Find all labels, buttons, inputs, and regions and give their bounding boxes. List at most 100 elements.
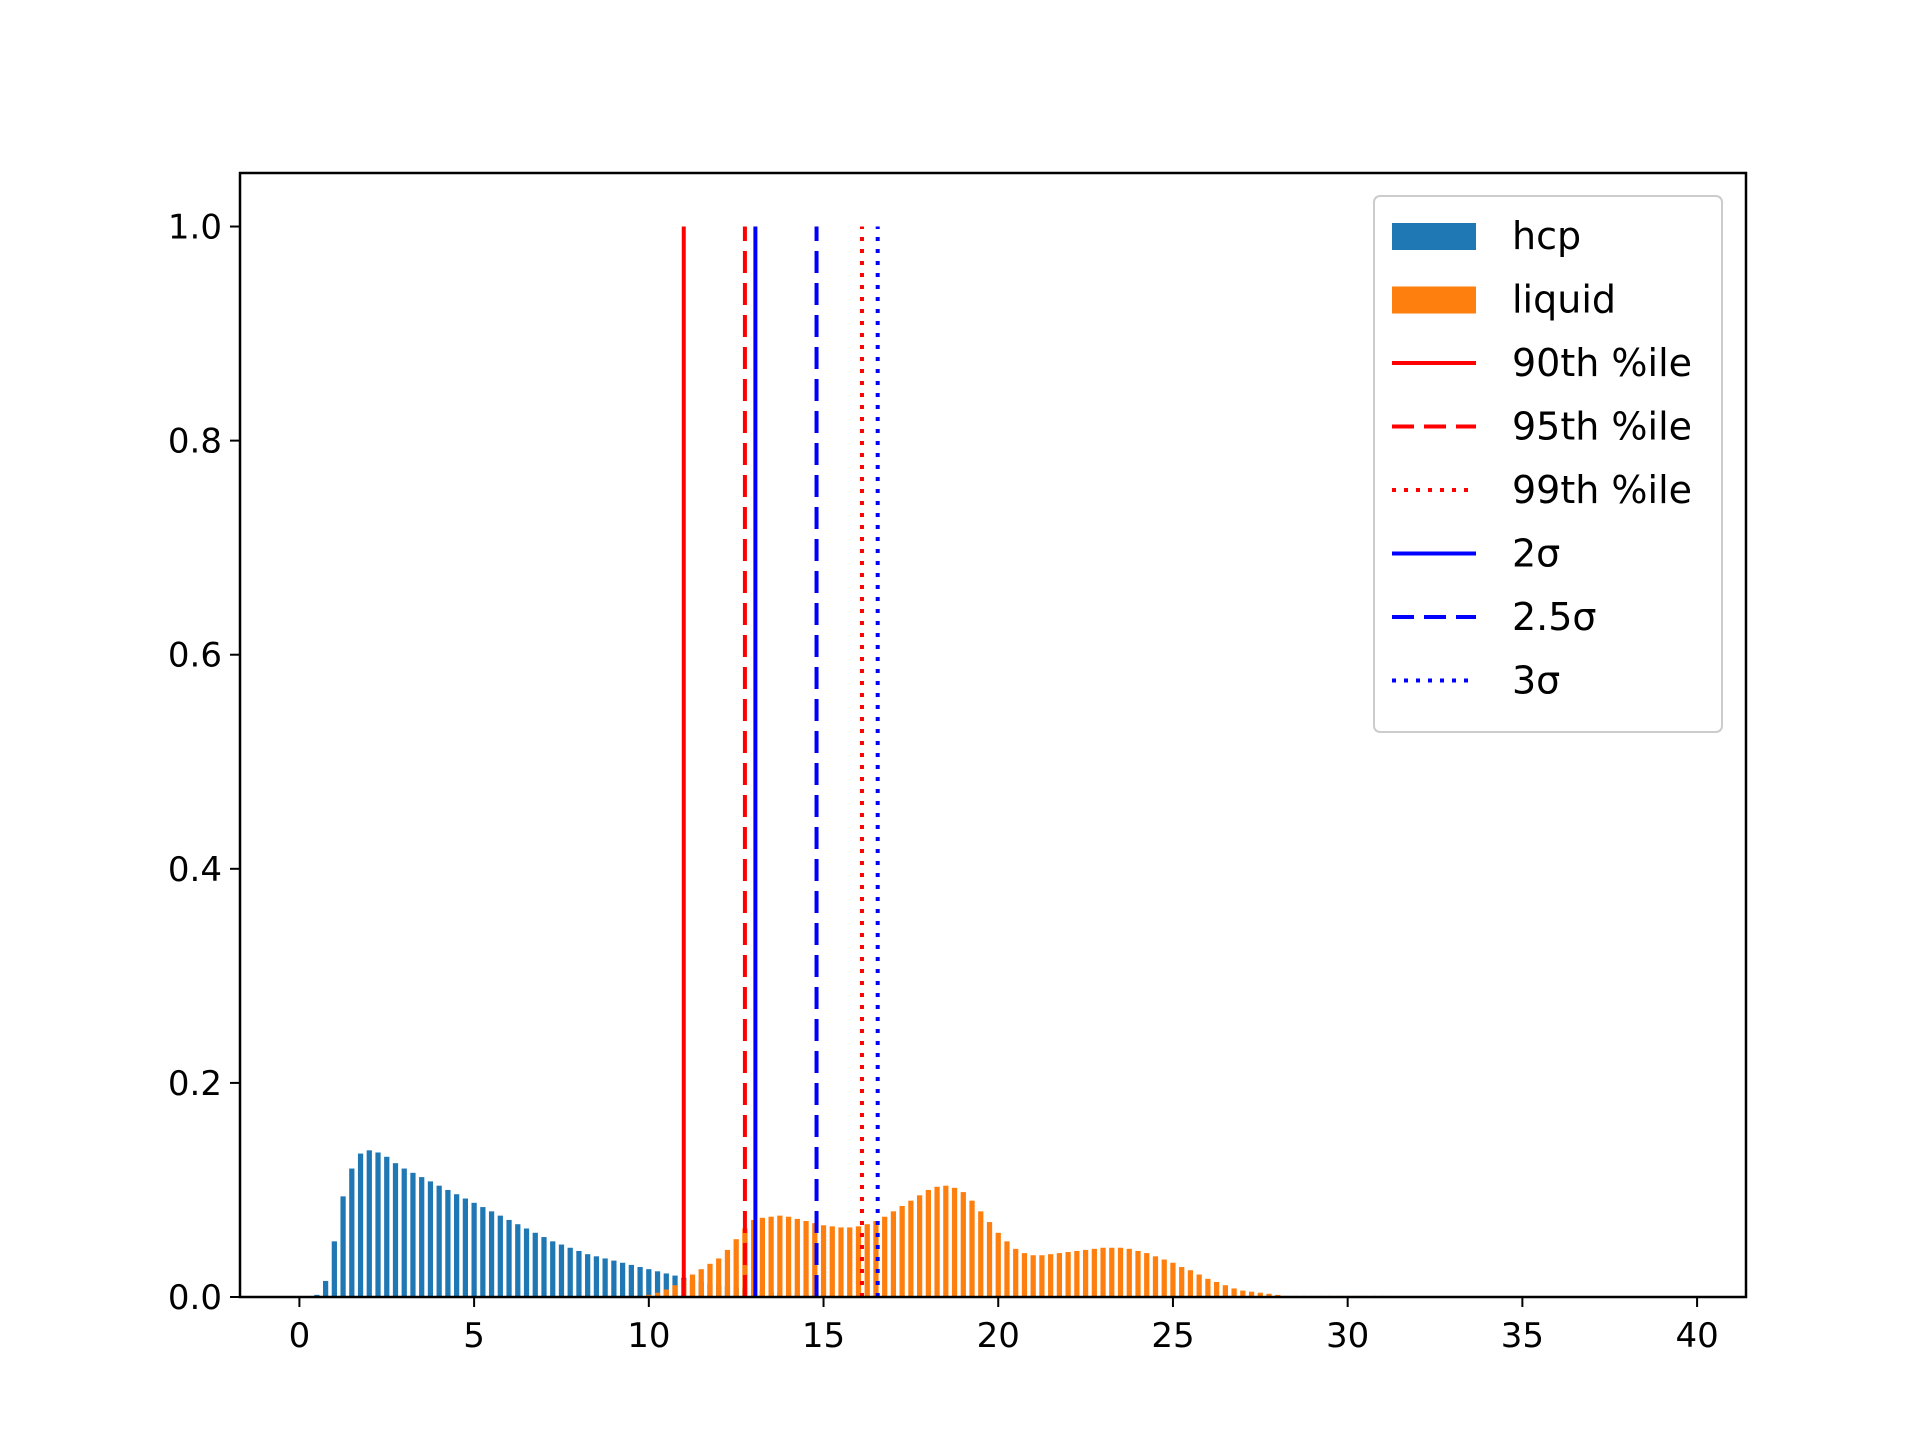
liquid-bar: [986, 1222, 993, 1297]
liquid-bar: [663, 1289, 669, 1297]
liquid-bar: [890, 1211, 897, 1297]
legend-label-95th-ile: 95th %ile: [1512, 405, 1692, 449]
liquid-bar: [1187, 1270, 1194, 1297]
x-tick-label: 5: [463, 1316, 485, 1356]
x-tick-label: 20: [977, 1316, 1020, 1356]
liquid-bar: [777, 1215, 783, 1297]
liquid-bar: [908, 1200, 914, 1297]
liquid-bar: [951, 1187, 958, 1297]
liquid-bar: [794, 1218, 800, 1297]
liquid-bar: [785, 1216, 792, 1297]
hcp-bar: [445, 1189, 451, 1297]
x-tick-label: 10: [627, 1316, 670, 1356]
liquid-bar: [803, 1221, 809, 1297]
hcp-bar: [480, 1207, 486, 1297]
liquid-bar: [1231, 1288, 1237, 1297]
liquid-bar: [1179, 1267, 1185, 1297]
liquid-bar: [1205, 1278, 1211, 1297]
hcp-bar: [550, 1241, 556, 1297]
y-tick-label: 0.8: [168, 422, 222, 462]
liquid-bar: [768, 1216, 774, 1297]
liquid-bar: [864, 1224, 870, 1297]
hcp-bar: [349, 1168, 355, 1297]
liquid-bar: [1222, 1285, 1228, 1297]
hcp-bar: [611, 1260, 617, 1297]
liquid-bar: [917, 1195, 923, 1297]
hcp-bar: [619, 1262, 626, 1297]
liquid-bar: [1196, 1274, 1202, 1297]
legend-swatch-liquid: [1392, 286, 1476, 314]
bars-layer: [314, 1150, 1386, 1297]
x-tick-label: 40: [1675, 1316, 1718, 1356]
hcp-bar: [357, 1153, 364, 1297]
hcp-bar: [401, 1168, 407, 1297]
legend-label-2: 2σ: [1512, 532, 1560, 576]
liquid-bar: [689, 1274, 696, 1297]
hcp-bar: [375, 1152, 381, 1297]
liquid-bar: [1126, 1248, 1132, 1297]
hcp-bar: [576, 1250, 582, 1297]
liquid-bar: [1030, 1255, 1036, 1297]
x-tick-label: 30: [1326, 1316, 1369, 1356]
liquid-bar: [759, 1217, 765, 1297]
hcp-bar: [462, 1198, 468, 1297]
x-tick-label: 0: [289, 1316, 311, 1356]
plot-frame: [238, 171, 1748, 1299]
liquid-bar: [1056, 1253, 1063, 1297]
hcp-bar: [628, 1264, 634, 1297]
liquid-bar: [716, 1258, 722, 1297]
liquid-bar: [1082, 1249, 1089, 1297]
liquid-bar: [1248, 1291, 1255, 1297]
y-tick-label: 0.6: [168, 636, 222, 676]
y-tick-label: 0.2: [168, 1064, 222, 1104]
legend-frame: [1373, 195, 1723, 733]
hcp-bar: [471, 1202, 477, 1297]
liquid-bar: [925, 1189, 931, 1297]
x-tick-label: 15: [802, 1316, 845, 1356]
hcp-bar: [593, 1256, 600, 1297]
liquid-bar: [1161, 1259, 1167, 1297]
hcp-bar: [567, 1247, 573, 1297]
liquid-bar: [978, 1211, 984, 1297]
liquid-bar: [829, 1226, 835, 1297]
liquid-bar: [1065, 1252, 1071, 1297]
y-tick-label: 1.0: [168, 208, 222, 248]
y-tick-label: 0.4: [168, 850, 222, 890]
liquid-bar: [847, 1227, 853, 1297]
legend-label-99th-ile: 99th %ile: [1512, 468, 1692, 512]
liquid-bar: [654, 1292, 661, 1297]
hcp-bar: [532, 1232, 538, 1297]
liquid-bar: [934, 1186, 940, 1297]
liquid-bar: [1048, 1254, 1054, 1297]
y-tick-label: 0.0: [168, 1278, 222, 1318]
x-tick-label: 35: [1501, 1316, 1544, 1356]
hcp-bar: [454, 1194, 460, 1297]
liquid-bar: [1091, 1248, 1097, 1297]
hcp-bar: [331, 1241, 337, 1297]
hcp-bar: [637, 1267, 643, 1297]
hcp-bar: [384, 1156, 390, 1297]
legend-label-90th-ile: 90th %ile: [1512, 341, 1692, 385]
liquid-bar: [995, 1232, 1001, 1297]
liquid-bar: [1074, 1250, 1080, 1297]
hcp-bar: [541, 1237, 547, 1297]
liquid-bar: [1039, 1255, 1045, 1297]
x-tick-label: 25: [1151, 1316, 1194, 1356]
x-axis: 0 5 10 15 20 25 30 35 40: [289, 1297, 1719, 1356]
liquid-bar: [1257, 1292, 1263, 1297]
vlines-layer: [681, 226, 880, 1297]
liquid-bar: [672, 1285, 678, 1297]
legend-label-liquid: liquid: [1512, 278, 1616, 322]
liquid-bar: [1144, 1253, 1150, 1297]
liquid-bar: [1109, 1247, 1115, 1297]
hcp-bar: [419, 1177, 425, 1297]
liquid-bar: [899, 1206, 905, 1297]
liquid-bar: [1013, 1248, 1019, 1297]
hcp-bar: [410, 1172, 416, 1297]
liquid-bar: [1152, 1256, 1159, 1297]
liquid-bar: [698, 1269, 704, 1297]
liquid-bar: [943, 1185, 949, 1297]
liquid-bar: [1266, 1293, 1272, 1297]
hcp-bar: [654, 1271, 661, 1297]
hcp-bar: [523, 1228, 530, 1297]
